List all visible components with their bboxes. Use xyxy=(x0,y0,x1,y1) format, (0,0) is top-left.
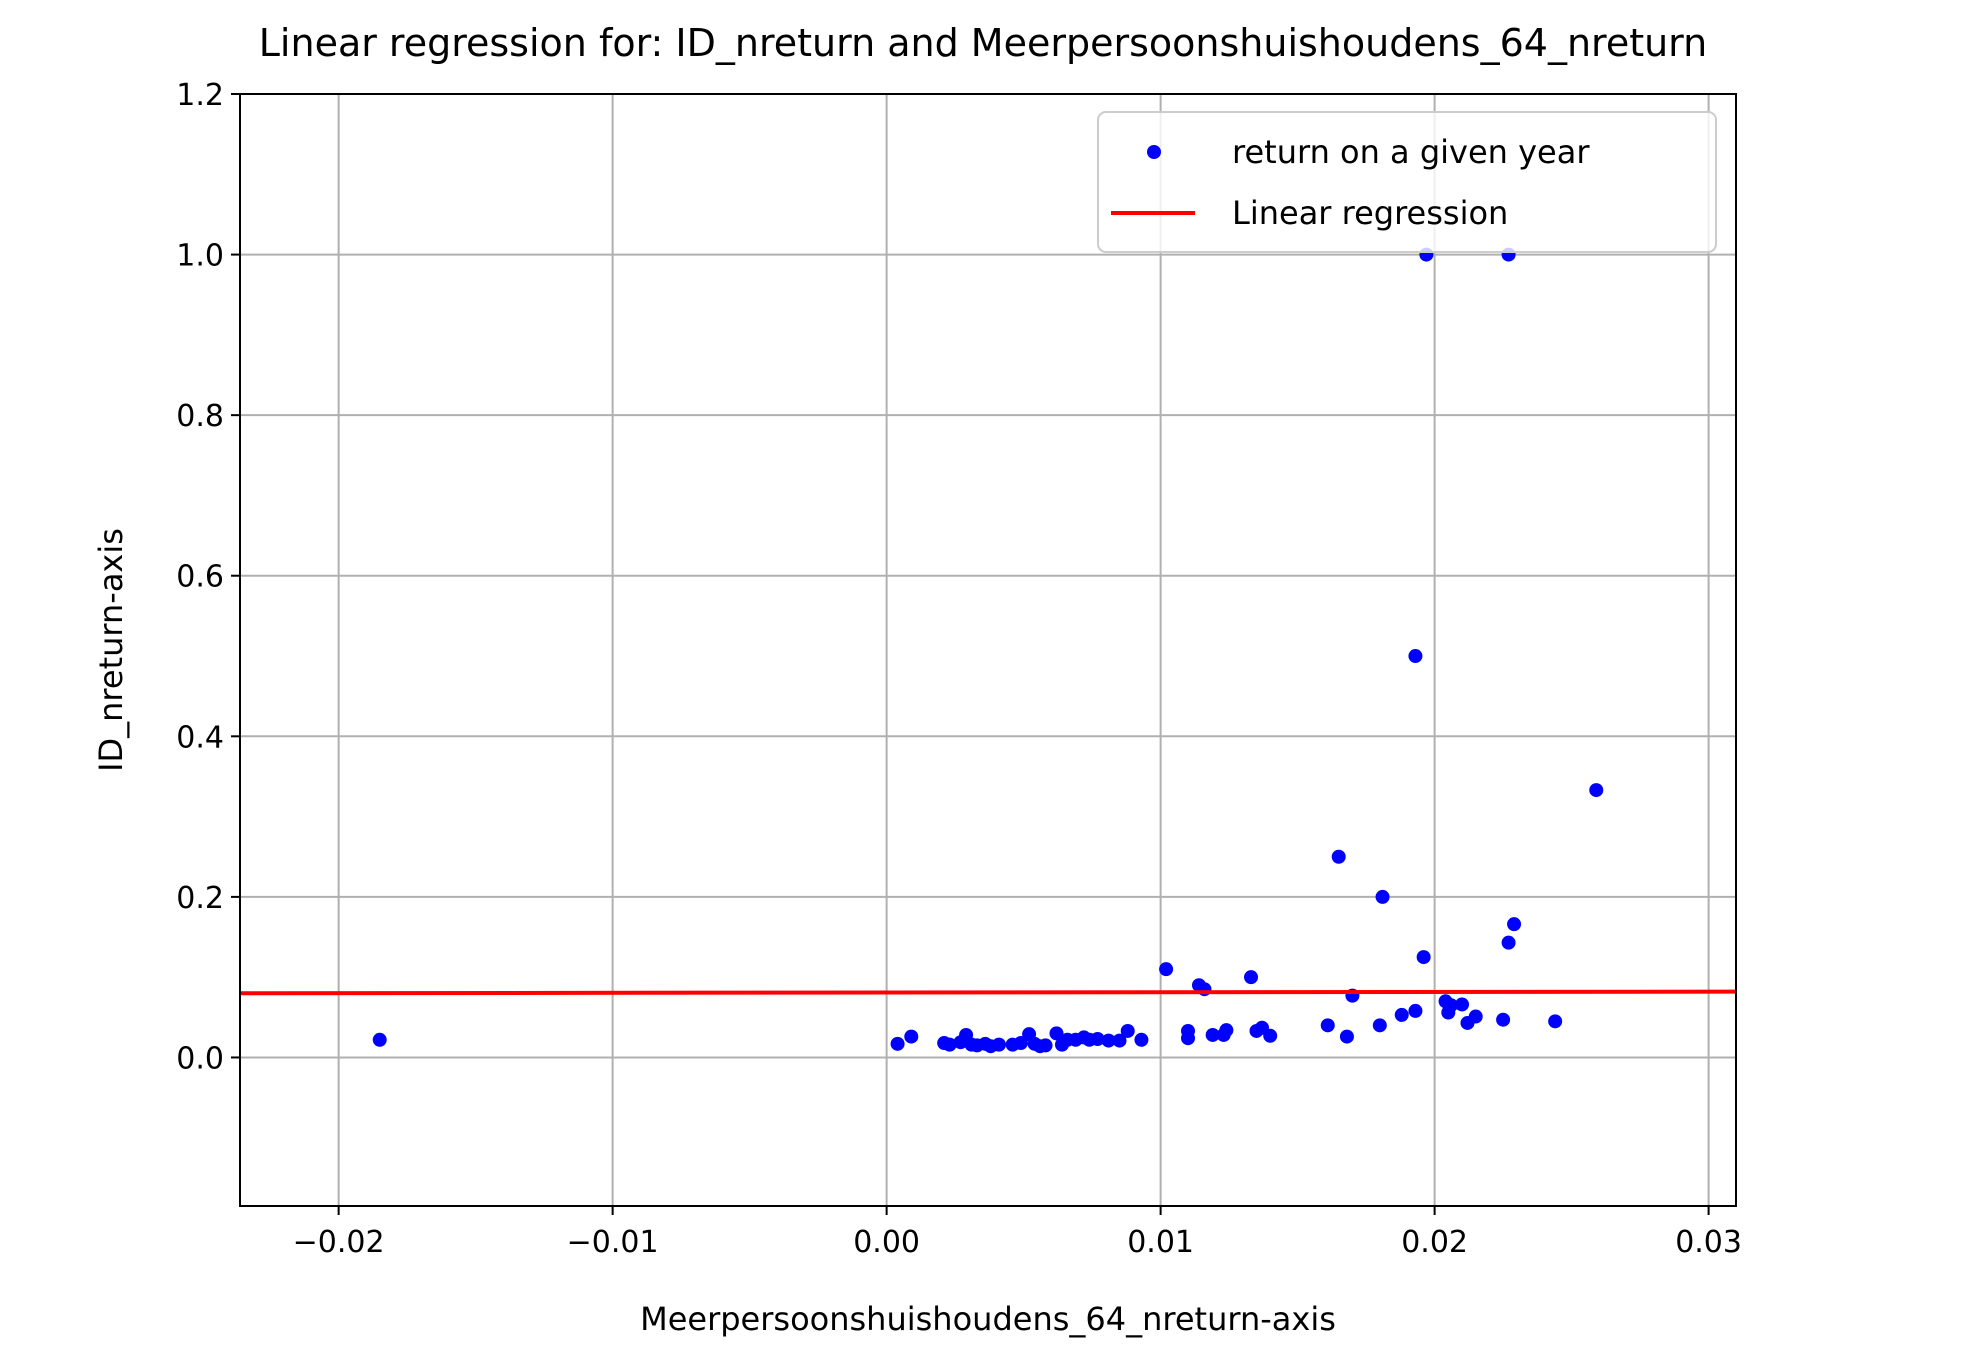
scatter-point xyxy=(1408,649,1423,664)
y-tick-label: 0.8 xyxy=(176,399,224,434)
regression-line xyxy=(239,989,1737,996)
scatter-point xyxy=(904,1029,919,1044)
scatter-point xyxy=(372,1032,387,1047)
scatter-point xyxy=(890,1036,905,1051)
scatter-point xyxy=(1320,1018,1335,1033)
scatter-point xyxy=(991,1037,1006,1052)
scatter-point xyxy=(1394,1007,1409,1022)
scatter-point xyxy=(1548,1014,1563,1029)
axis-ticks: −0.02 −0.01 0.00 0.01 0.02 0.03 0.0 0.2 0.4 0.6 0.… xyxy=(176,78,1742,1260)
legend: return on a given year Linear regression xyxy=(1097,111,1717,253)
scatter-point xyxy=(1339,1029,1354,1044)
x-tick-label: 0.03 xyxy=(1675,1225,1742,1260)
scatter-point xyxy=(1263,1028,1278,1043)
scatter-point xyxy=(1090,1031,1105,1046)
scatter-point xyxy=(1120,1023,1135,1038)
scatter-point xyxy=(1205,1027,1220,1042)
scatter-point xyxy=(1159,962,1174,977)
scatter-point xyxy=(1496,1012,1511,1027)
x-tick-label: −0.02 xyxy=(293,1225,385,1260)
scatter-point xyxy=(1112,1033,1127,1048)
scatter-point xyxy=(1331,849,1346,864)
plot-area-frame xyxy=(239,93,1737,1207)
x-tick-label: 0.00 xyxy=(853,1225,920,1260)
scatter-point xyxy=(1589,783,1604,798)
scatter-point xyxy=(1101,1033,1116,1048)
x-axis-label: Meerpersoonshuishoudens_64_nreturn-axis xyxy=(640,1300,1336,1338)
scatter-point xyxy=(1244,970,1259,985)
y-tick-label: 0.2 xyxy=(176,881,224,916)
scatter-point xyxy=(942,1037,957,1052)
scatter-point xyxy=(1444,998,1459,1013)
scatter-point xyxy=(1372,1018,1387,1033)
y-tick-label: 1.2 xyxy=(176,78,224,113)
legend-label-scatter: return on a given year xyxy=(1232,133,1590,171)
scatter-point xyxy=(1134,1032,1149,1047)
y-tick-label: 0.6 xyxy=(176,560,224,595)
scatter-point xyxy=(1501,935,1516,950)
scatter-point xyxy=(1219,1023,1234,1038)
x-tick-label: 0.01 xyxy=(1127,1225,1194,1260)
scatter-point xyxy=(1049,1026,1064,1041)
y-tick-label: 1.0 xyxy=(176,239,224,274)
scatter-point xyxy=(1455,997,1470,1012)
data-marks xyxy=(239,247,1737,1054)
y-axis-label: ID_nreturn-axis xyxy=(92,528,130,772)
scatter-point xyxy=(1507,917,1522,932)
x-tick-label: −0.01 xyxy=(567,1225,659,1260)
scatter-point xyxy=(1013,1036,1028,1051)
scatter-point xyxy=(1375,889,1390,904)
x-tick-label: 0.02 xyxy=(1401,1225,1468,1260)
legend-label-regression: Linear regression xyxy=(1232,194,1508,232)
chart-title: Linear regression for: ID_nreturn and Me… xyxy=(259,21,1707,65)
y-tick-label: 0.4 xyxy=(176,720,224,755)
scatter-point xyxy=(1408,1003,1423,1018)
y-tick-label: 0.0 xyxy=(176,1041,224,1076)
scatter-point xyxy=(1416,950,1431,965)
legend-scatter-marker xyxy=(1147,145,1161,159)
scatter-point xyxy=(1181,1031,1196,1046)
legend-box xyxy=(1097,111,1717,253)
grid xyxy=(240,93,1736,1206)
scatter-point xyxy=(1038,1038,1053,1053)
scatter-point xyxy=(1468,1009,1483,1024)
